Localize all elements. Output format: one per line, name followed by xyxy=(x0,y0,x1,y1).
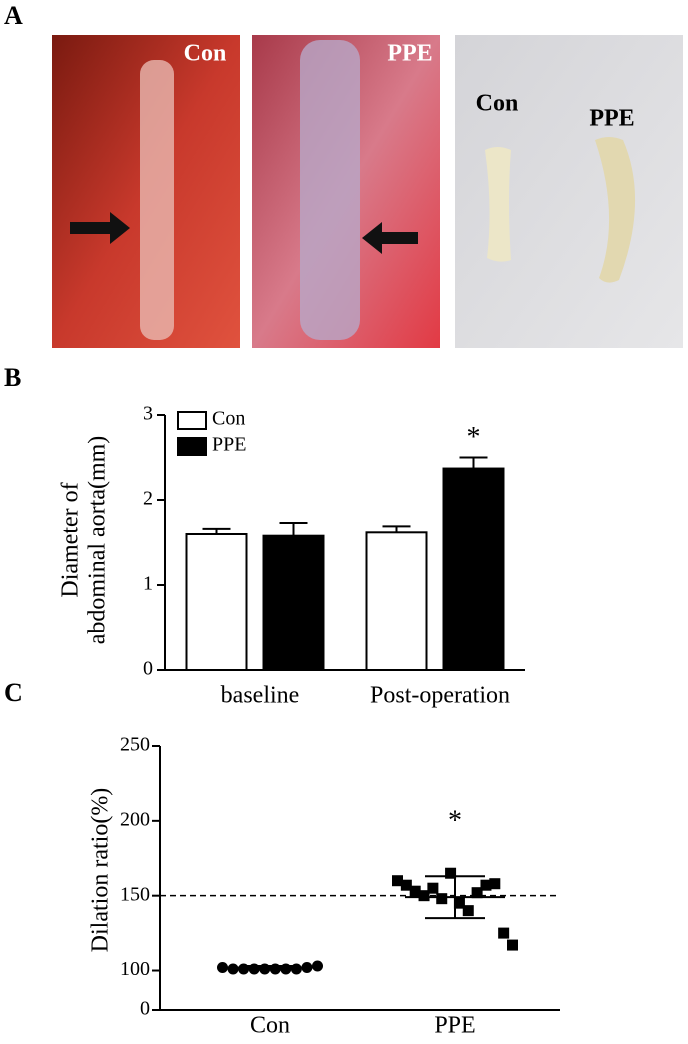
photo-label: Con xyxy=(184,41,227,67)
y-axis-label: Dilation ratio(%) xyxy=(88,788,114,953)
point xyxy=(462,905,474,917)
legend-swatch xyxy=(177,437,207,456)
point xyxy=(436,893,448,905)
panel-label: B xyxy=(4,363,21,392)
x-tick-label: PPE xyxy=(434,1013,475,1039)
point xyxy=(409,885,421,897)
y-tick-label: 200 xyxy=(120,808,150,830)
bar xyxy=(365,531,428,671)
bar xyxy=(185,533,248,671)
photo xyxy=(52,35,240,348)
bar xyxy=(442,467,505,671)
point xyxy=(427,882,439,894)
legend-label: PPE xyxy=(212,434,246,456)
y-tick-label: 2 xyxy=(143,488,153,510)
photo xyxy=(455,35,683,348)
legend-label: Con xyxy=(212,408,245,430)
point xyxy=(489,878,501,890)
annotation: * xyxy=(448,806,462,837)
point xyxy=(498,927,510,939)
annotation: * xyxy=(467,422,481,453)
x-tick-label: Con xyxy=(250,1013,290,1039)
photo-label: Con xyxy=(476,91,519,117)
point xyxy=(471,887,483,899)
y-axis-label: Diameter of xyxy=(58,482,84,597)
point xyxy=(418,890,430,902)
photo-label: PPE xyxy=(589,106,634,132)
x-tick-label: baseline xyxy=(221,683,300,709)
y-tick-label: 3 xyxy=(143,403,153,425)
photo xyxy=(252,35,440,348)
y-axis-label: abdominal aorta(mm) xyxy=(85,436,111,645)
panel-label: A xyxy=(4,1,23,30)
photo-label: PPE xyxy=(387,41,432,67)
bar xyxy=(262,534,325,672)
legend-swatch xyxy=(177,411,207,430)
y-tick-label: 150 xyxy=(120,883,150,905)
point xyxy=(453,897,465,909)
y-tick-label: 0 xyxy=(140,998,150,1020)
point xyxy=(227,963,239,975)
point xyxy=(507,939,518,951)
y-tick-label: 250 xyxy=(120,734,150,756)
x-tick-label: Post-operation xyxy=(370,683,510,709)
y-tick-label: 100 xyxy=(120,958,150,980)
point xyxy=(312,960,323,972)
panel-label: C xyxy=(4,678,23,707)
point xyxy=(445,867,457,879)
point xyxy=(480,879,492,891)
y-tick-label: 1 xyxy=(143,573,153,595)
point xyxy=(400,879,412,891)
y-tick-label: 0 xyxy=(143,658,153,680)
point xyxy=(392,875,403,887)
